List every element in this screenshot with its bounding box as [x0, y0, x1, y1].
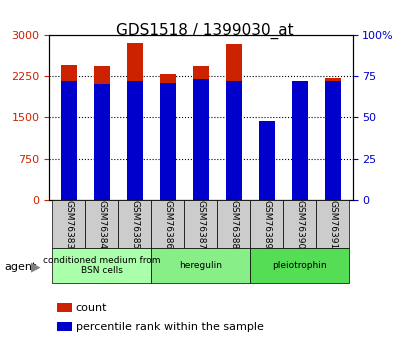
Text: GSM76391: GSM76391 — [328, 200, 337, 249]
Bar — [324, 81, 340, 200]
FancyBboxPatch shape — [52, 200, 85, 248]
Bar — [192, 66, 209, 200]
FancyBboxPatch shape — [85, 200, 118, 248]
Text: pleiotrophin: pleiotrophin — [272, 261, 326, 270]
Text: GSM76386: GSM76386 — [163, 200, 172, 249]
Bar — [324, 78, 340, 200]
FancyBboxPatch shape — [151, 200, 184, 248]
Bar — [61, 81, 77, 200]
Text: conditioned medium from
BSN cells: conditioned medium from BSN cells — [43, 256, 160, 275]
Bar — [61, 65, 77, 200]
Text: heregulin: heregulin — [179, 261, 222, 270]
Bar — [126, 43, 143, 200]
Bar — [159, 82, 176, 200]
FancyBboxPatch shape — [118, 200, 151, 248]
Text: GSM76383: GSM76383 — [64, 200, 73, 249]
Text: percentile rank within the sample: percentile rank within the sample — [76, 322, 263, 332]
FancyBboxPatch shape — [184, 200, 217, 248]
Text: GSM76389: GSM76389 — [262, 200, 271, 249]
Text: GSM76385: GSM76385 — [130, 200, 139, 249]
Text: count: count — [76, 303, 107, 313]
FancyBboxPatch shape — [250, 248, 348, 283]
Bar — [94, 84, 110, 200]
Text: GSM76390: GSM76390 — [294, 200, 303, 249]
Bar — [94, 66, 110, 200]
Bar — [258, 121, 274, 200]
Bar — [225, 81, 242, 200]
Text: GSM76387: GSM76387 — [196, 200, 205, 249]
FancyBboxPatch shape — [250, 200, 283, 248]
Text: GSM76384: GSM76384 — [97, 200, 106, 249]
Bar — [291, 95, 307, 200]
Bar — [258, 148, 274, 200]
FancyBboxPatch shape — [151, 248, 250, 283]
Bar — [192, 79, 209, 200]
Bar — [159, 74, 176, 200]
FancyBboxPatch shape — [316, 200, 348, 248]
Bar — [291, 81, 307, 200]
Bar — [126, 81, 143, 200]
FancyBboxPatch shape — [283, 200, 316, 248]
Text: GDS1518 / 1399030_at: GDS1518 / 1399030_at — [116, 22, 293, 39]
Bar — [225, 44, 242, 200]
Text: agent: agent — [4, 263, 36, 272]
Text: ▶: ▶ — [31, 261, 40, 274]
Text: GSM76388: GSM76388 — [229, 200, 238, 249]
FancyBboxPatch shape — [52, 248, 151, 283]
FancyBboxPatch shape — [217, 200, 250, 248]
